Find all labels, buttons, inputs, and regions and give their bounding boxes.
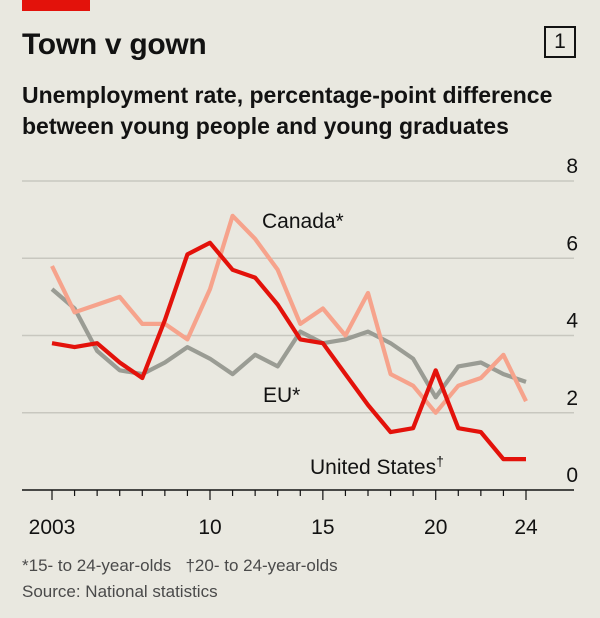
series-label-layer: United States† Canada* EU*: [262, 210, 444, 479]
y-tick-label-2: 2: [566, 387, 578, 410]
footnote-definitions: *15- to 24-year-olds †20- to 24-year-old…: [22, 556, 338, 575]
chart-number-badge: 1: [544, 26, 576, 58]
y-tick-label-6: 6: [566, 232, 578, 255]
chart-subtitle-line-1: Unemployment rate, percentage-point diff…: [22, 82, 553, 108]
series-line-united-states: [51, 240, 526, 462]
chart-title: Town v gown: [22, 28, 207, 61]
series-layer: [50, 213, 528, 462]
x-tick-label-10: 10: [198, 516, 221, 539]
x-tick-label-15: 15: [311, 516, 334, 539]
x-tick-label-20: 20: [424, 516, 447, 539]
series-label-canada: Canada*: [262, 210, 344, 233]
series-line-eu: [50, 287, 527, 400]
brand-red-bar: [22, 0, 90, 11]
y-tick-label-0: 0: [566, 464, 578, 487]
series-label-united-states: United States†: [310, 453, 444, 479]
chart-subtitle-line-2: between young people and young graduates: [22, 113, 509, 139]
y-tick-label-4: 4: [566, 310, 578, 333]
series-label-eu: EU*: [263, 384, 300, 407]
y-tick-label-8: 8: [566, 155, 578, 178]
footnotes: *15- to 24-year-olds †20- to 24-year-old…: [22, 553, 338, 605]
source-note: Source: National statistics: [22, 582, 218, 601]
x-tick-label-24: 24: [514, 516, 538, 539]
chart-subtitle: Unemployment rate, percentage-point diff…: [22, 80, 582, 142]
x-tick-label-2003: 2003: [29, 516, 76, 539]
